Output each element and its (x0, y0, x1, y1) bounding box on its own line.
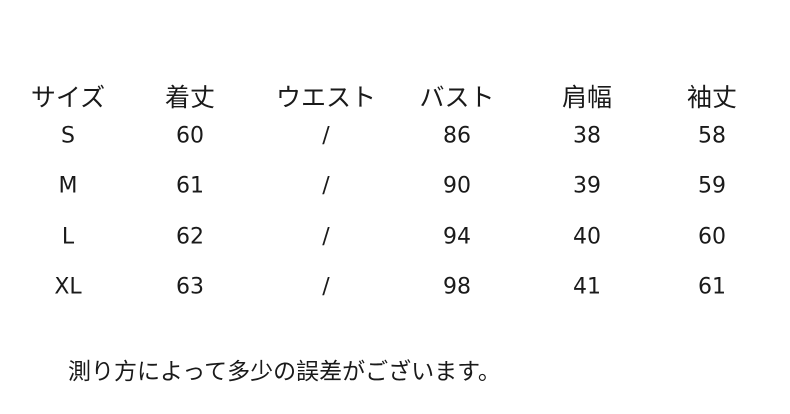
table-cell: 63 (176, 274, 204, 300)
table-cell: 60 (176, 123, 204, 149)
table-cell: 90 (443, 173, 471, 199)
size-label: XL (54, 274, 82, 300)
table-cell: 61 (698, 274, 726, 300)
table-cell: 94 (443, 224, 471, 250)
size-label: M (58, 173, 78, 199)
column-header: 着丈 (164, 83, 216, 112)
table-cell: 58 (698, 123, 726, 149)
table-cell: 98 (443, 274, 471, 300)
table-cell: 40 (573, 224, 601, 250)
measurement-note: 測り方によって多少の誤差がございます。 (68, 359, 501, 385)
table-cell: 41 (573, 274, 601, 300)
table-cell: 39 (573, 173, 601, 199)
table-cell: 60 (698, 224, 726, 250)
column-header: バスト (419, 83, 495, 112)
column-header: サイズ (30, 83, 106, 112)
table-cell: 62 (176, 224, 204, 250)
table-cell: / (322, 173, 330, 199)
table-cell: 86 (443, 123, 471, 149)
table-cell: 59 (698, 173, 726, 199)
size-label: S (61, 123, 75, 149)
table-cell: / (322, 123, 330, 149)
table-cell: / (322, 224, 330, 250)
column-header: 肩幅 (561, 83, 613, 112)
size-label: L (61, 224, 75, 250)
table-cell: / (322, 274, 330, 300)
column-header: 袖丈 (686, 83, 738, 112)
table-cell: 61 (176, 173, 204, 199)
table-cell: 38 (573, 123, 601, 149)
column-header: ウエスト (275, 83, 377, 112)
